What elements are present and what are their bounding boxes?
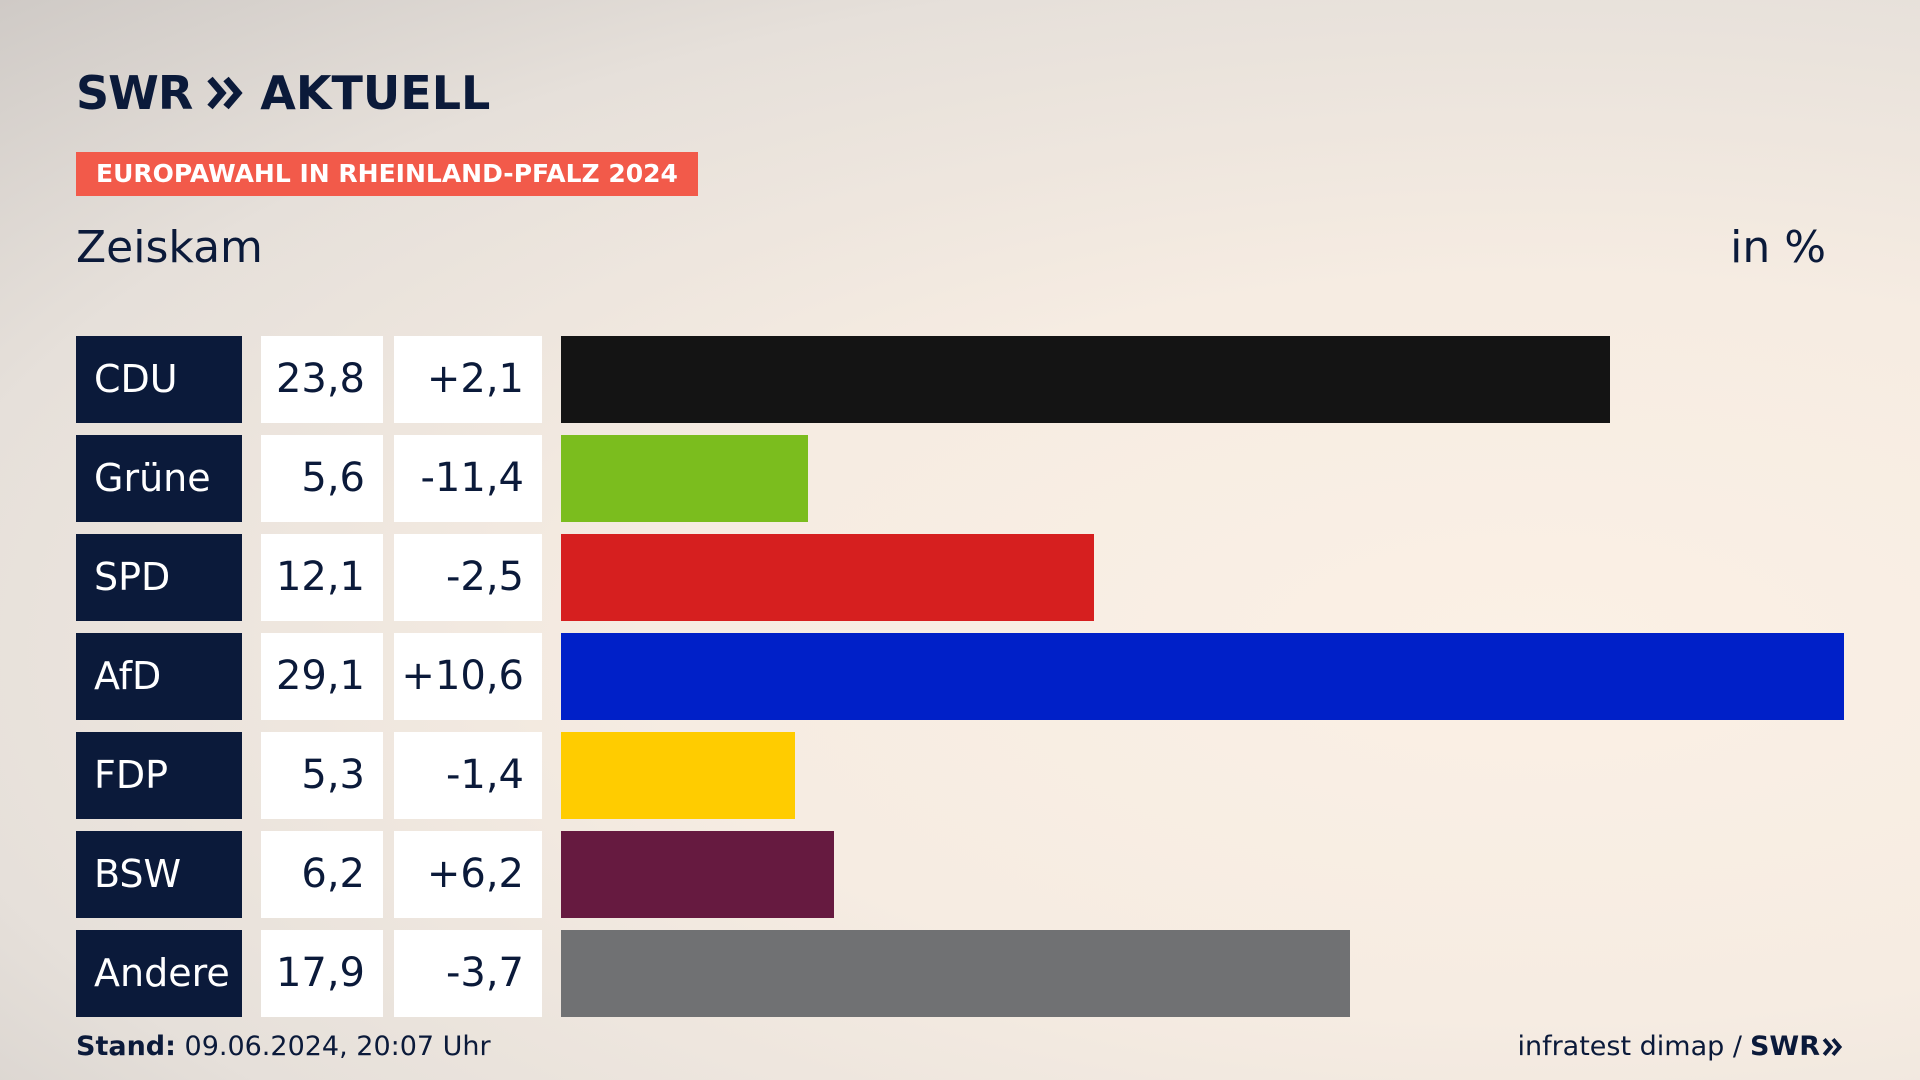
party-label: FDP	[76, 732, 242, 819]
change-label: -11,4	[394, 435, 542, 522]
change-label: +6,2	[394, 831, 542, 918]
vote-share-label: 17,9	[261, 930, 383, 1017]
brand-suffix: AKTUELL	[260, 66, 491, 120]
result-row: Andere 17,9 -3,7	[76, 930, 1846, 1017]
result-row: SPD 12,1 -2,5	[76, 534, 1846, 621]
result-bar	[561, 831, 834, 918]
timestamp: Stand: 09.06.2024, 20:07 Uhr	[76, 1030, 491, 1064]
result-row: AfD 29,1 +10,6	[76, 633, 1846, 720]
chevron-right-double-icon	[207, 76, 243, 110]
result-bar	[561, 732, 795, 819]
election-tag: EUROPAWAHL IN RHEINLAND-PFALZ 2024	[76, 152, 698, 196]
result-bar	[561, 336, 1610, 423]
vote-share-label: 6,2	[261, 831, 383, 918]
change-label: +10,6	[394, 633, 542, 720]
brand-text: SWR	[76, 66, 193, 120]
place-title: Zeiskam	[76, 222, 263, 273]
result-row: BSW 6,2 +6,2	[76, 831, 1846, 918]
result-row: Grüne 5,6 -11,4	[76, 435, 1846, 522]
result-bar	[561, 930, 1350, 1017]
party-label: BSW	[76, 831, 242, 918]
stand-label: Stand:	[76, 1031, 176, 1062]
vote-share-label: 12,1	[261, 534, 383, 621]
party-label: SPD	[76, 534, 242, 621]
change-label: -1,4	[394, 732, 542, 819]
stand-value: 09.06.2024, 20:07 Uhr	[184, 1031, 491, 1062]
party-label: Andere	[76, 930, 242, 1017]
result-bar	[561, 633, 1844, 720]
result-bar	[561, 435, 808, 522]
party-label: CDU	[76, 336, 242, 423]
party-label: Grüne	[76, 435, 242, 522]
result-row: CDU 23,8 +2,1	[76, 336, 1846, 423]
source-brand: SWR	[1750, 1030, 1844, 1064]
vote-share-label: 5,3	[261, 732, 383, 819]
change-label: -3,7	[394, 930, 542, 1017]
party-label: AfD	[76, 633, 242, 720]
unit-label: in %	[1730, 222, 1826, 273]
change-label: -2,5	[394, 534, 542, 621]
vote-share-label: 23,8	[261, 336, 383, 423]
result-bar	[561, 534, 1094, 621]
source-text: infratest dimap /	[1517, 1031, 1742, 1062]
chevron-right-double-icon	[1822, 1038, 1843, 1056]
vote-share-label: 29,1	[261, 633, 383, 720]
change-label: +2,1	[394, 336, 542, 423]
result-row: FDP 5,3 -1,4	[76, 732, 1846, 819]
source-brand-text: SWR	[1749, 1031, 1820, 1062]
source-credit: infratest dimap / SWR	[1517, 1030, 1844, 1064]
swr-aktuell-logo: SWR AKTUELL	[76, 66, 491, 120]
vote-share-label: 5,6	[261, 435, 383, 522]
